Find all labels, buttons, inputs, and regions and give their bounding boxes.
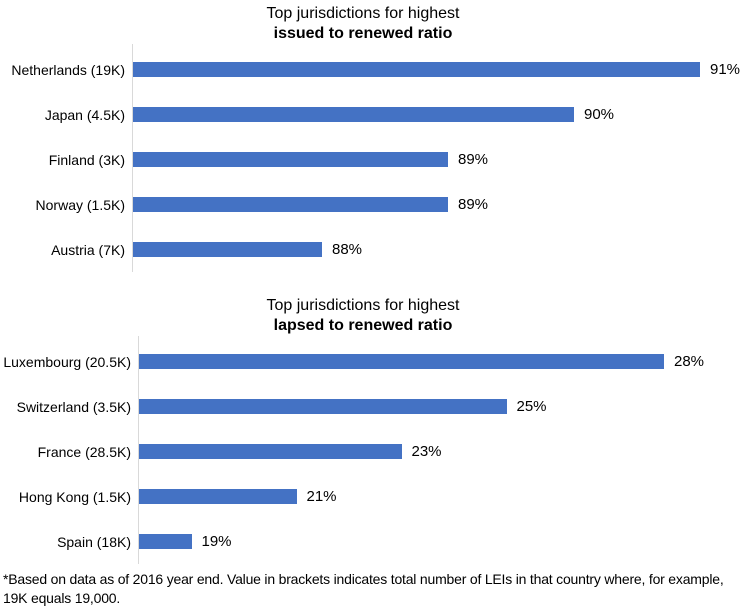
value-label: 23% xyxy=(411,443,442,460)
chart-title-line1: Top jurisdictions for highest xyxy=(266,5,460,22)
bar-row: Finland (3K) 89% xyxy=(0,137,750,182)
category-label: France (28.5K) xyxy=(37,443,131,460)
bar-austria xyxy=(133,242,322,257)
chart-lapsed-to-renewed: Top jurisdictions for highest lapsed to … xyxy=(0,296,750,564)
chart-title-line2: issued to renewed ratio xyxy=(273,25,453,42)
bar-spain xyxy=(139,534,192,549)
category-label: Luxembourg (20.5K) xyxy=(3,353,131,370)
value-label: 21% xyxy=(306,488,337,505)
y-axis-line xyxy=(138,336,139,564)
bar-finland xyxy=(133,152,448,167)
category-label: Switzerland (3.5K) xyxy=(16,398,131,415)
value-label: 28% xyxy=(674,353,705,370)
category-label: Finland (3K) xyxy=(48,151,125,168)
plot-area: Netherlands (19K) 91% Japan (4.5K) 90% F… xyxy=(0,44,750,272)
category-label: Japan (4.5K) xyxy=(44,106,125,123)
value-label: 88% xyxy=(332,241,363,258)
chart-title: Top jurisdictions for highest issued to … xyxy=(0,0,726,44)
bar-row: France (28.5K) 23% xyxy=(0,429,750,474)
category-label: Spain (18K) xyxy=(57,533,131,550)
bar-switzerland xyxy=(139,399,507,414)
value-label: 19% xyxy=(201,533,232,550)
plot-area: Luxembourg (20.5K) 28% Switzerland (3.5K… xyxy=(0,336,750,564)
bar-japan xyxy=(133,107,574,122)
chart-issued-to-renewed: Top jurisdictions for highest issued to … xyxy=(0,0,750,272)
bar-hong-kong xyxy=(139,489,297,504)
bar-row: Luxembourg (20.5K) 28% xyxy=(0,339,750,384)
bar-netherlands xyxy=(133,62,700,77)
bar-france xyxy=(139,444,402,459)
value-label: 89% xyxy=(458,151,489,168)
bar-row: Spain (18K) 19% xyxy=(0,519,750,564)
category-label: Hong Kong (1.5K) xyxy=(18,488,131,505)
value-label: 25% xyxy=(516,398,547,415)
bar-row: Hong Kong (1.5K) 21% xyxy=(0,474,750,519)
bar-row: Norway (1.5K) 89% xyxy=(0,182,750,227)
value-label: 90% xyxy=(584,106,615,123)
bar-row: Switzerland (3.5K) 25% xyxy=(0,384,750,429)
category-label: Norway (1.5K) xyxy=(35,196,125,213)
bar-row: Japan (4.5K) 90% xyxy=(0,92,750,137)
chart-title-line1: Top jurisdictions for highest xyxy=(266,297,460,314)
category-label: Netherlands (19K) xyxy=(11,61,125,78)
category-label: Austria (7K) xyxy=(51,241,125,258)
footnote: *Based on data as of 2016 year end. Valu… xyxy=(3,571,724,606)
chart-title-line2: lapsed to renewed ratio xyxy=(273,317,453,334)
bar-norway xyxy=(133,197,448,212)
value-label: 91% xyxy=(710,61,741,78)
value-label: 89% xyxy=(458,196,489,213)
chart-title: Top jurisdictions for highest lapsed to … xyxy=(0,296,726,336)
y-axis-line xyxy=(132,44,133,272)
bar-row: Austria (7K) 88% xyxy=(0,227,750,272)
bar-luxembourg xyxy=(139,354,664,369)
bar-row: Netherlands (19K) 91% xyxy=(0,47,750,92)
